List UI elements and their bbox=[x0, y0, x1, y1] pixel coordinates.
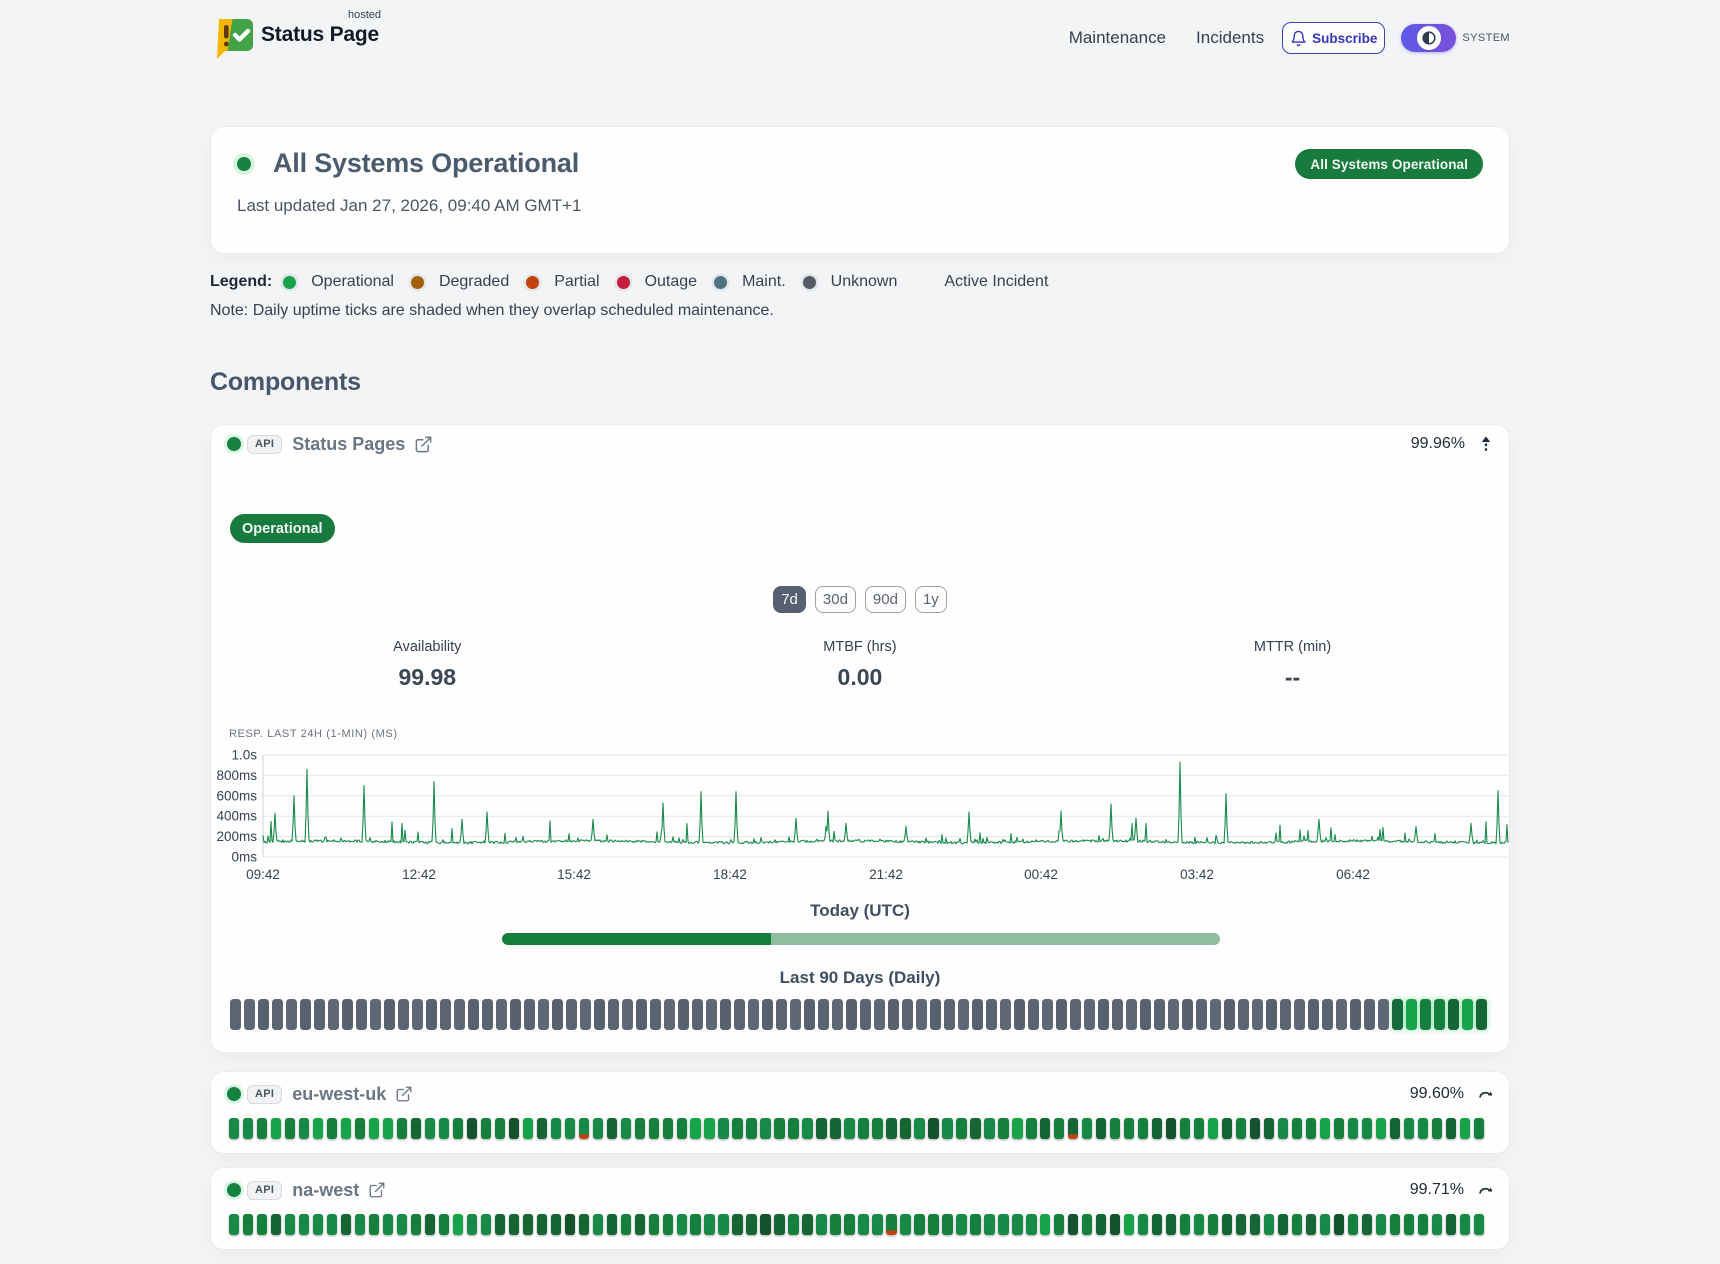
svg-text:1.0s: 1.0s bbox=[231, 748, 257, 763]
svg-text:09:42: 09:42 bbox=[246, 867, 280, 882]
svg-text:06:42: 06:42 bbox=[1336, 867, 1370, 882]
svg-text:400ms: 400ms bbox=[216, 809, 257, 824]
svg-text:200ms: 200ms bbox=[216, 829, 257, 844]
svg-text:18:42: 18:42 bbox=[713, 867, 747, 882]
svg-text:0ms: 0ms bbox=[231, 850, 257, 865]
svg-text:00:42: 00:42 bbox=[1024, 867, 1058, 882]
svg-text:15:42: 15:42 bbox=[557, 867, 591, 882]
svg-text:800ms: 800ms bbox=[216, 768, 257, 783]
svg-text:12:42: 12:42 bbox=[402, 867, 436, 882]
svg-text:03:42: 03:42 bbox=[1180, 867, 1214, 882]
svg-text:600ms: 600ms bbox=[216, 788, 257, 803]
svg-text:21:42: 21:42 bbox=[869, 867, 903, 882]
